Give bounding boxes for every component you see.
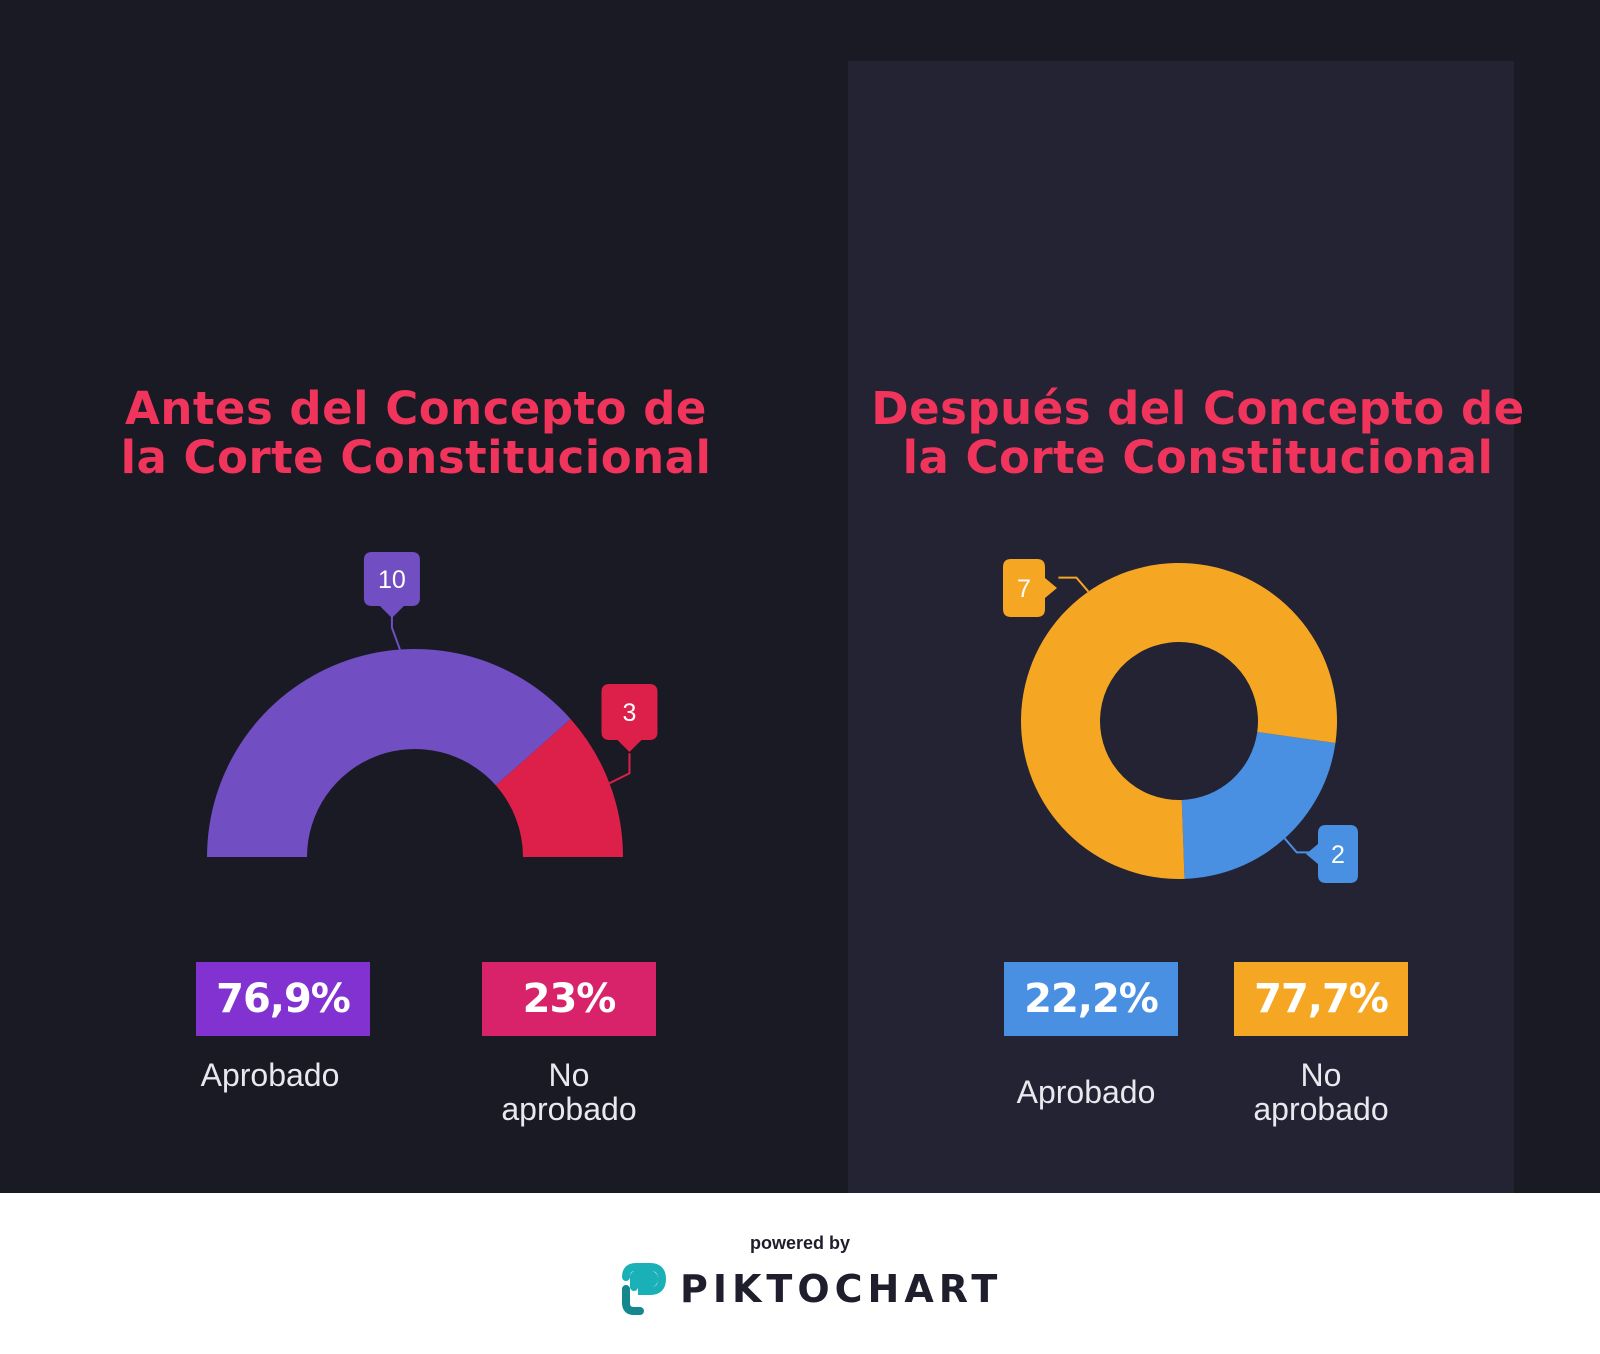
data-label-antes-0-bubble	[363, 552, 420, 618]
data-label-antes-1-bubble	[601, 684, 658, 752]
piktochart-logo-icon	[622, 1263, 666, 1315]
infographic-canvas: Antes del Concepto de la Corte Constituc…	[120, 61, 1525, 1193]
label-antes-aprobado: Aprobado	[200, 1057, 340, 1093]
footer: powered by PIKTOCHART	[0, 1193, 1600, 1354]
chart-title-antes: Antes del Concepto de la Corte Constituc…	[120, 382, 712, 484]
label-despues-aprobado: Aprobado	[1016, 1074, 1156, 1110]
leader-line-antes-1	[609, 753, 631, 785]
charts-svg: 10 3 7 2	[207, 552, 1358, 883]
leader-line-despues-1	[1058, 576, 1090, 593]
data-label-antes-0-text: 10	[378, 566, 406, 594]
percent-box-despues-no-aprobado: 77,7%	[1234, 962, 1408, 1036]
powered-by-text: powered by	[749, 1233, 851, 1253]
slice-despues-1	[1021, 563, 1337, 879]
slice-antes-1	[495, 719, 623, 857]
data-label-despues-1-text: 7	[1017, 575, 1031, 603]
data-label-despues-0-bubble	[1306, 825, 1358, 883]
percent-box-despues-aprobado: 22,2%	[1004, 962, 1178, 1036]
leader-line-despues-0	[1283, 837, 1315, 854]
percent-box-antes-no-aprobado: 23%	[482, 962, 656, 1036]
chart-title-despues: Después del Concepto de la Corte Constit…	[871, 382, 1525, 484]
data-label-despues-1-bubble	[1003, 559, 1057, 617]
data-label-despues-0-text: 2	[1331, 841, 1345, 869]
label-despues-no-aprobado: No aprobado	[1253, 1057, 1389, 1127]
label-antes-no-aprobado: No aprobado	[501, 1057, 637, 1127]
brand-name: PIKTOCHART	[680, 1267, 1003, 1311]
slice-antes-0	[207, 649, 571, 857]
percent-box-antes-aprobado: 76,9%	[196, 962, 370, 1036]
slice-despues-0	[1181, 731, 1336, 879]
data-label-antes-1-text: 3	[623, 699, 637, 727]
